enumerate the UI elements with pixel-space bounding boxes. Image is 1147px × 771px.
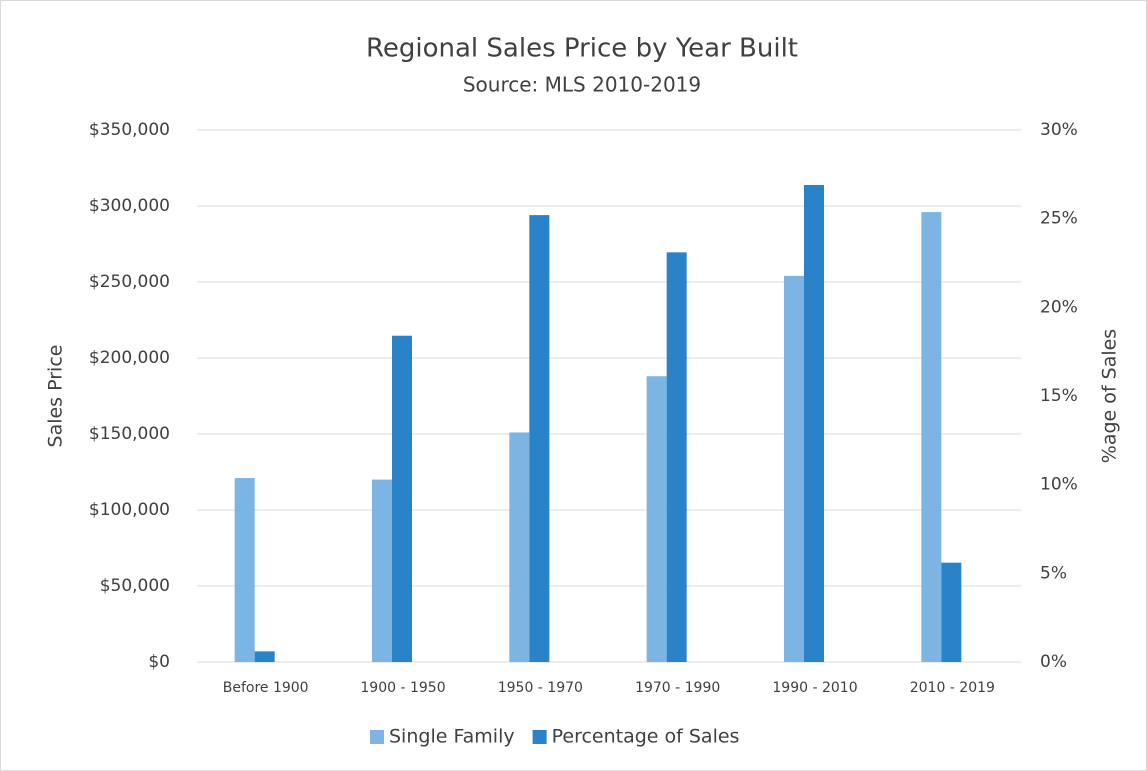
legend-swatch xyxy=(370,730,384,744)
y2-tick-label: 10% xyxy=(1040,475,1078,495)
y-tick-label: $0 xyxy=(148,652,170,672)
y-tick-label: $300,000 xyxy=(89,196,170,216)
legend-label: Percentage of Sales xyxy=(552,726,740,748)
y-tick-label: $100,000 xyxy=(89,500,170,520)
bar xyxy=(941,562,962,662)
bar xyxy=(392,335,412,662)
bar xyxy=(529,215,550,662)
y-tick-label: $50,000 xyxy=(100,576,170,596)
legend-label: Single Family xyxy=(389,726,515,748)
chart-subtitle: Source: MLS 2010-2019 xyxy=(463,73,701,97)
bar xyxy=(509,432,530,662)
y-axis-label: Sales Price xyxy=(45,345,67,448)
chart-title: Regional Sales Price by Year Built xyxy=(366,34,798,64)
y2-tick-label: 30% xyxy=(1040,120,1078,140)
y2-tick-label: 25% xyxy=(1040,209,1078,229)
x-tick-label: 1950 - 1970 xyxy=(498,680,583,696)
y-tick-label: $350,000 xyxy=(89,120,170,140)
y2-tick-label: 20% xyxy=(1040,297,1078,317)
y-tick-label: $250,000 xyxy=(89,272,170,292)
x-tick-label: Before 1900 xyxy=(223,680,309,696)
bar xyxy=(234,478,255,662)
y2-tick-label: 0% xyxy=(1040,652,1067,672)
bar xyxy=(254,651,275,662)
y2-tick-label: 15% xyxy=(1040,386,1078,406)
y2-axis-label: %age of Sales xyxy=(1099,329,1121,463)
bar xyxy=(666,252,687,663)
x-tick-label: 1900 - 1950 xyxy=(360,680,445,696)
y-tick-label: $200,000 xyxy=(89,348,170,368)
bar xyxy=(921,212,942,662)
legend-swatch xyxy=(532,730,547,744)
bar xyxy=(646,376,667,662)
y2-tick-label: 5% xyxy=(1040,563,1067,583)
x-tick-label: 1970 - 1990 xyxy=(635,680,720,696)
bar xyxy=(784,275,804,662)
x-tick-label: 2010 - 2019 xyxy=(910,680,995,696)
bar xyxy=(372,479,392,662)
x-tick-label: 1990 - 2010 xyxy=(772,680,857,696)
bar xyxy=(804,184,824,662)
y-tick-label: $150,000 xyxy=(89,424,170,444)
